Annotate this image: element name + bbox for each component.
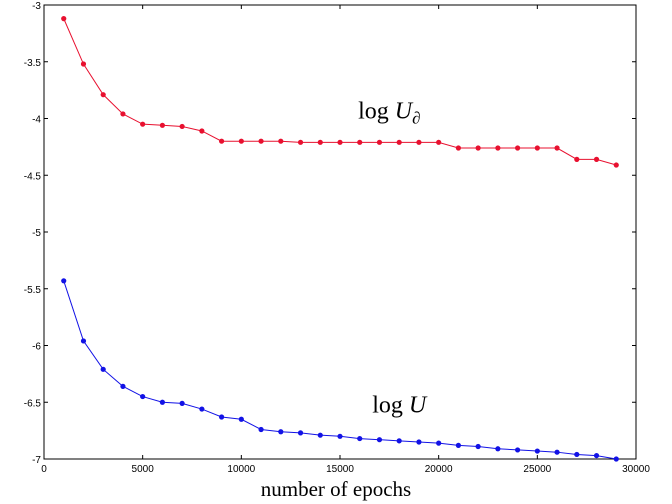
series-layer [61, 16, 619, 462]
data-point [238, 416, 244, 422]
y-axis: -3 -3.5 -4 -4.5 -5 -5.5 -6 -6.5 -7 [24, 1, 636, 466]
annotation-variable: U [409, 392, 428, 418]
data-point [179, 400, 185, 406]
data-point [376, 139, 383, 145]
y-tick-label: -5.5 [24, 285, 42, 296]
data-point [317, 432, 323, 438]
annotation-variable: U [395, 99, 414, 125]
x-axis-label: number of epochs [261, 477, 411, 501]
annotation-prefix: log [358, 99, 395, 125]
data-point [199, 406, 205, 412]
data-point [100, 366, 106, 372]
data-point [396, 139, 402, 145]
data-point [357, 435, 363, 442]
series-annotation: log U∂ [358, 99, 420, 128]
y-tick-label: -3 [32, 1, 41, 12]
data-point [219, 414, 225, 420]
data-point [179, 123, 185, 130]
series-1 [61, 278, 619, 462]
data-point [258, 138, 264, 144]
x-tick-label: 0 [41, 464, 47, 475]
annotation-subscript: ∂ [412, 109, 420, 128]
y-tick-label: -6 [32, 342, 41, 353]
data-point [554, 145, 560, 151]
data-point [515, 145, 521, 151]
data-point [534, 448, 540, 454]
data-point [238, 138, 244, 144]
data-point [120, 111, 126, 117]
series-0 [61, 16, 619, 168]
data-point [159, 399, 165, 405]
data-point [140, 393, 146, 400]
x-tick-label: 5000 [132, 464, 155, 475]
data-point [337, 433, 343, 439]
data-point [357, 139, 363, 145]
series-annotation: log U [372, 392, 428, 418]
data-point [574, 451, 580, 458]
data-point [159, 122, 165, 128]
x-tick-label: 15000 [326, 464, 354, 475]
y-tick-label: -7 [32, 455, 41, 466]
data-point [317, 139, 323, 145]
y-tick-label: -4.5 [24, 171, 42, 182]
y-tick-label: -3.5 [24, 58, 42, 69]
x-tick-label: 30000 [622, 464, 650, 475]
data-point [613, 162, 619, 168]
y-tick-label: -6.5 [24, 398, 42, 409]
annotation-prefix: log [372, 392, 409, 418]
data-point [100, 92, 106, 98]
data-point [297, 139, 304, 145]
data-point [219, 138, 225, 144]
data-point [396, 438, 402, 444]
data-point [574, 156, 580, 162]
data-point [455, 442, 461, 448]
data-point [80, 338, 87, 344]
data-point [495, 446, 501, 452]
data-point [416, 439, 422, 445]
data-point [199, 128, 205, 134]
y-tick-label: -4 [32, 115, 41, 126]
data-point [337, 139, 343, 145]
data-point [475, 145, 481, 151]
data-point [140, 121, 146, 127]
x-tick-label: 25000 [523, 464, 551, 475]
data-point [534, 145, 540, 151]
data-point [554, 449, 560, 455]
series-line [63, 280, 617, 460]
data-point [297, 430, 304, 436]
data-point [436, 440, 442, 446]
data-point [278, 138, 284, 144]
data-point [120, 383, 126, 389]
data-point [593, 452, 600, 459]
data-point [278, 429, 284, 435]
data-point [416, 139, 422, 145]
data-point [61, 278, 67, 284]
x-tick-label: 10000 [227, 464, 255, 475]
data-point [613, 456, 619, 462]
data-point [475, 443, 481, 450]
x-tick-label: 20000 [425, 464, 453, 475]
data-point [593, 156, 600, 162]
plot-frame [43, 4, 637, 460]
y-tick-label: -5 [32, 228, 41, 239]
data-point [515, 447, 521, 453]
data-point [436, 139, 442, 145]
data-point [495, 145, 501, 151]
data-point [80, 61, 87, 67]
data-point [258, 426, 264, 433]
data-point [61, 16, 67, 22]
x-axis: 0 5000 10000 15000 20000 25000 30000 [41, 5, 650, 475]
data-point [376, 437, 383, 443]
data-point [455, 145, 461, 151]
annotation-layer: log U∂log U [358, 99, 428, 419]
